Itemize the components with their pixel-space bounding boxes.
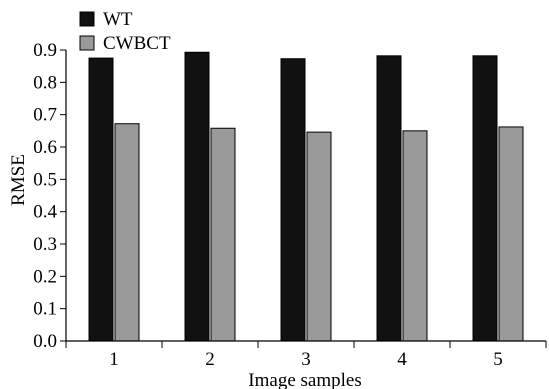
y-tick-label: 0.3 xyxy=(33,234,57,255)
bar-cwbct-5 xyxy=(498,126,524,342)
y-tick-label: 0.8 xyxy=(33,72,57,93)
y-tick-label: 0.9 xyxy=(33,40,57,61)
bar-cwbct-1 xyxy=(114,123,140,342)
bar-wt-4 xyxy=(376,55,402,342)
bars-group xyxy=(88,51,524,342)
y-tick-label: 0.2 xyxy=(33,266,57,287)
legend-swatch-cwbct xyxy=(79,35,95,51)
bar-wt-2 xyxy=(184,51,210,342)
y-tick-label: 0.1 xyxy=(33,299,57,320)
bar-wt-3 xyxy=(280,58,306,342)
y-tick-label: 0.4 xyxy=(33,202,57,223)
bar-cwbct-4 xyxy=(402,130,428,342)
bar-cwbct-2 xyxy=(210,127,236,342)
x-tick-label: 2 xyxy=(205,349,215,370)
x-tick-label: 1 xyxy=(109,349,119,370)
bar-wt-5 xyxy=(472,55,498,342)
bar-cwbct-3 xyxy=(306,131,332,342)
y-tick-label: 0.6 xyxy=(33,137,57,158)
x-tick-label: 3 xyxy=(301,349,311,370)
x-axis-title: Image samples xyxy=(248,370,361,389)
y-tick-label: 0.0 xyxy=(33,331,57,352)
bar-wt-1 xyxy=(88,57,114,342)
legend-swatch-wt xyxy=(79,11,95,27)
axes-group: 0.0 0.1 0.2 0.3 0.4 0.5 0.6 0.7 0.8 0.9 1 2 3 4 5 xyxy=(33,40,547,370)
legend: WT CWBCT xyxy=(79,9,171,54)
y-tick-label: 0.5 xyxy=(33,169,57,190)
legend-label-wt: WT xyxy=(103,9,133,30)
legend-label-cwbct: CWBCT xyxy=(103,33,171,54)
y-axis-title: RMSE xyxy=(8,154,29,206)
x-tick-label: 5 xyxy=(493,349,503,370)
y-tick-label: 0.7 xyxy=(33,105,57,126)
x-tick-label: 4 xyxy=(397,349,407,370)
